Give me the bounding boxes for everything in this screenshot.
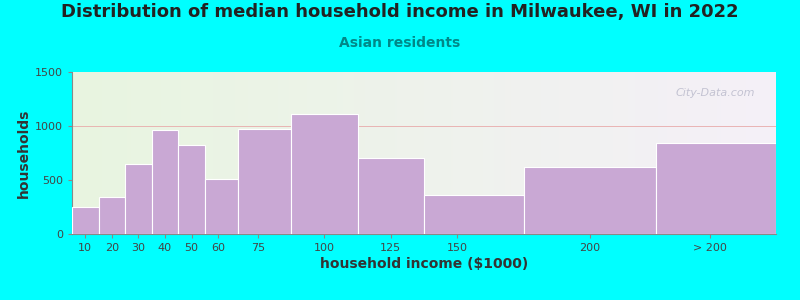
Bar (205, 179, 238, 234)
Bar (238, 129, 291, 234)
Bar (524, 167, 657, 234)
X-axis label: household income ($1000): household income ($1000) (320, 257, 528, 271)
Bar (72, 207, 98, 234)
Bar (657, 143, 776, 234)
Y-axis label: households: households (17, 108, 31, 198)
Text: Distribution of median household income in Milwaukee, WI in 2022: Distribution of median household income … (61, 3, 739, 21)
Bar (152, 130, 178, 234)
Bar (424, 195, 524, 234)
Text: City-Data.com: City-Data.com (675, 88, 755, 98)
Bar (98, 197, 125, 234)
Bar (125, 164, 152, 234)
Bar (291, 114, 358, 234)
Text: Asian residents: Asian residents (339, 36, 461, 50)
Bar (358, 158, 424, 234)
Bar (178, 146, 205, 234)
